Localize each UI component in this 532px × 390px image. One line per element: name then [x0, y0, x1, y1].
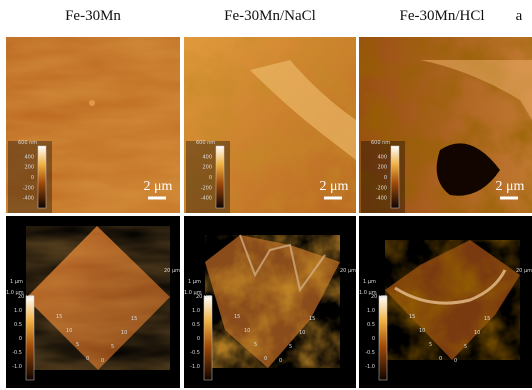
scale-bar-label: 2 μm [320, 179, 349, 194]
colorbar-tick-label: 0 [31, 175, 34, 181]
panel-label: a [516, 8, 523, 24]
colorbar-unit: 600 nm [196, 140, 215, 146]
colorbar-tick-label: 0 [19, 336, 22, 342]
axis-tick-label: 15 [309, 316, 315, 322]
axis-tick-label: 0 [439, 356, 442, 362]
axis-tick-label: 5 [464, 344, 467, 350]
colorbar-tick-label: -1.0 [365, 364, 375, 370]
colorbar-tick-label: 0 [384, 175, 387, 181]
colorbar-tick-label: -1.0 [190, 364, 200, 370]
colorbar [38, 146, 46, 208]
axis-label: 20 μm [516, 268, 532, 274]
colorbar-tick-label: 0.5 [192, 322, 200, 328]
colorbar [216, 146, 224, 208]
axis-tick-label: 0 [264, 356, 267, 362]
colorbar-tick-label: -400 [201, 196, 212, 202]
axis-tick-label: 15 [484, 316, 490, 322]
axis-tick-label: 0 [101, 358, 104, 364]
axis-tick-label: 0 [86, 356, 89, 362]
colorbar-tick-label: -0.5 [190, 350, 200, 356]
colorbar-tick-label: 0.5 [367, 322, 375, 328]
axis-tick-label: 15 [56, 314, 62, 320]
colorbar-tick-label: -400 [23, 196, 34, 202]
axis-label: 1 μm [363, 279, 376, 285]
colorbar-tick-label: 400 [377, 154, 387, 160]
colorbar-tick-label: 400 [202, 154, 212, 160]
axis-tick-label: 10 [66, 328, 72, 334]
axis-label: 20 μm [164, 268, 180, 274]
axis-tick-label: 5 [254, 342, 257, 348]
colorbar [26, 296, 34, 380]
axis-tick-label: 5 [289, 344, 292, 350]
axis-tick-label: 10 [419, 328, 425, 334]
colorbar-tick-label: 0 [372, 336, 375, 342]
axis-label: 1 μm [10, 279, 23, 285]
column-title: Fe-30Mn/HCl [399, 8, 484, 24]
colorbar-tick-label: -200 [23, 185, 34, 191]
axis-tick-label: 10 [474, 330, 480, 336]
scale-bar-label: 2 μm [144, 179, 173, 194]
colorbar-tick-label: 0 [197, 336, 200, 342]
colorbar-tick-label: 0 [209, 175, 212, 181]
colorbar-unit: 600 nm [371, 140, 390, 146]
colorbar-tick-label: 400 [24, 154, 34, 160]
colorbar-unit: 600 nm [18, 140, 37, 146]
axis-tick-label: 5 [429, 342, 432, 348]
colorbar-tick-label: 0.5 [14, 322, 22, 328]
column-title: Fe-30Mn [65, 8, 121, 24]
axis-tick-label: 10 [121, 330, 127, 336]
colorbar [379, 296, 387, 380]
axis-label: 20 μm [196, 294, 212, 300]
axis-tick-label: 15 [131, 316, 137, 322]
axis-label: 1 μm [188, 279, 201, 285]
axis-tick-label: 15 [234, 314, 240, 320]
axis-tick-label: 0 [279, 358, 282, 364]
column-title: Fe-30Mn/NaCl [224, 8, 316, 24]
axis-tick-label: 5 [111, 344, 114, 350]
colorbar [391, 146, 399, 208]
axis-tick-label: 10 [244, 328, 250, 334]
afm-figure: Fe-30Mn Fe-30Mn/NaCl Fe-30Mn/HCl a 600 n… [0, 0, 532, 390]
colorbar-tick-label: 200 [24, 165, 34, 171]
axis-label: 20 μm [371, 294, 387, 300]
colorbar-tick-label: -200 [201, 185, 212, 191]
scale-bar-label: 2 μm [496, 179, 525, 194]
colorbar [204, 296, 212, 380]
axis-tick-label: 5 [76, 342, 79, 348]
colorbar-tick-label: -1.0 [12, 364, 22, 370]
colorbar-tick-label: 200 [377, 165, 387, 171]
colorbar-tick-label: -0.5 [12, 350, 22, 356]
axis-tick-label: 10 [299, 330, 305, 336]
colorbar-tick-label: -200 [376, 185, 387, 191]
axis-label: 20 μm [340, 268, 356, 274]
colorbar-tick-label: 1.0 [192, 308, 200, 314]
axis-label: 20 μm [18, 294, 34, 300]
colorbar-tick-label: -400 [376, 196, 387, 202]
colorbar-tick-label: 1.0 [367, 308, 375, 314]
axis-tick-label: 15 [409, 314, 415, 320]
colorbar-tick-label: 200 [202, 165, 212, 171]
axis-tick-label: 0 [454, 358, 457, 364]
colorbar-tick-label: 1.0 [14, 308, 22, 314]
colorbar-tick-label: -0.5 [365, 350, 375, 356]
